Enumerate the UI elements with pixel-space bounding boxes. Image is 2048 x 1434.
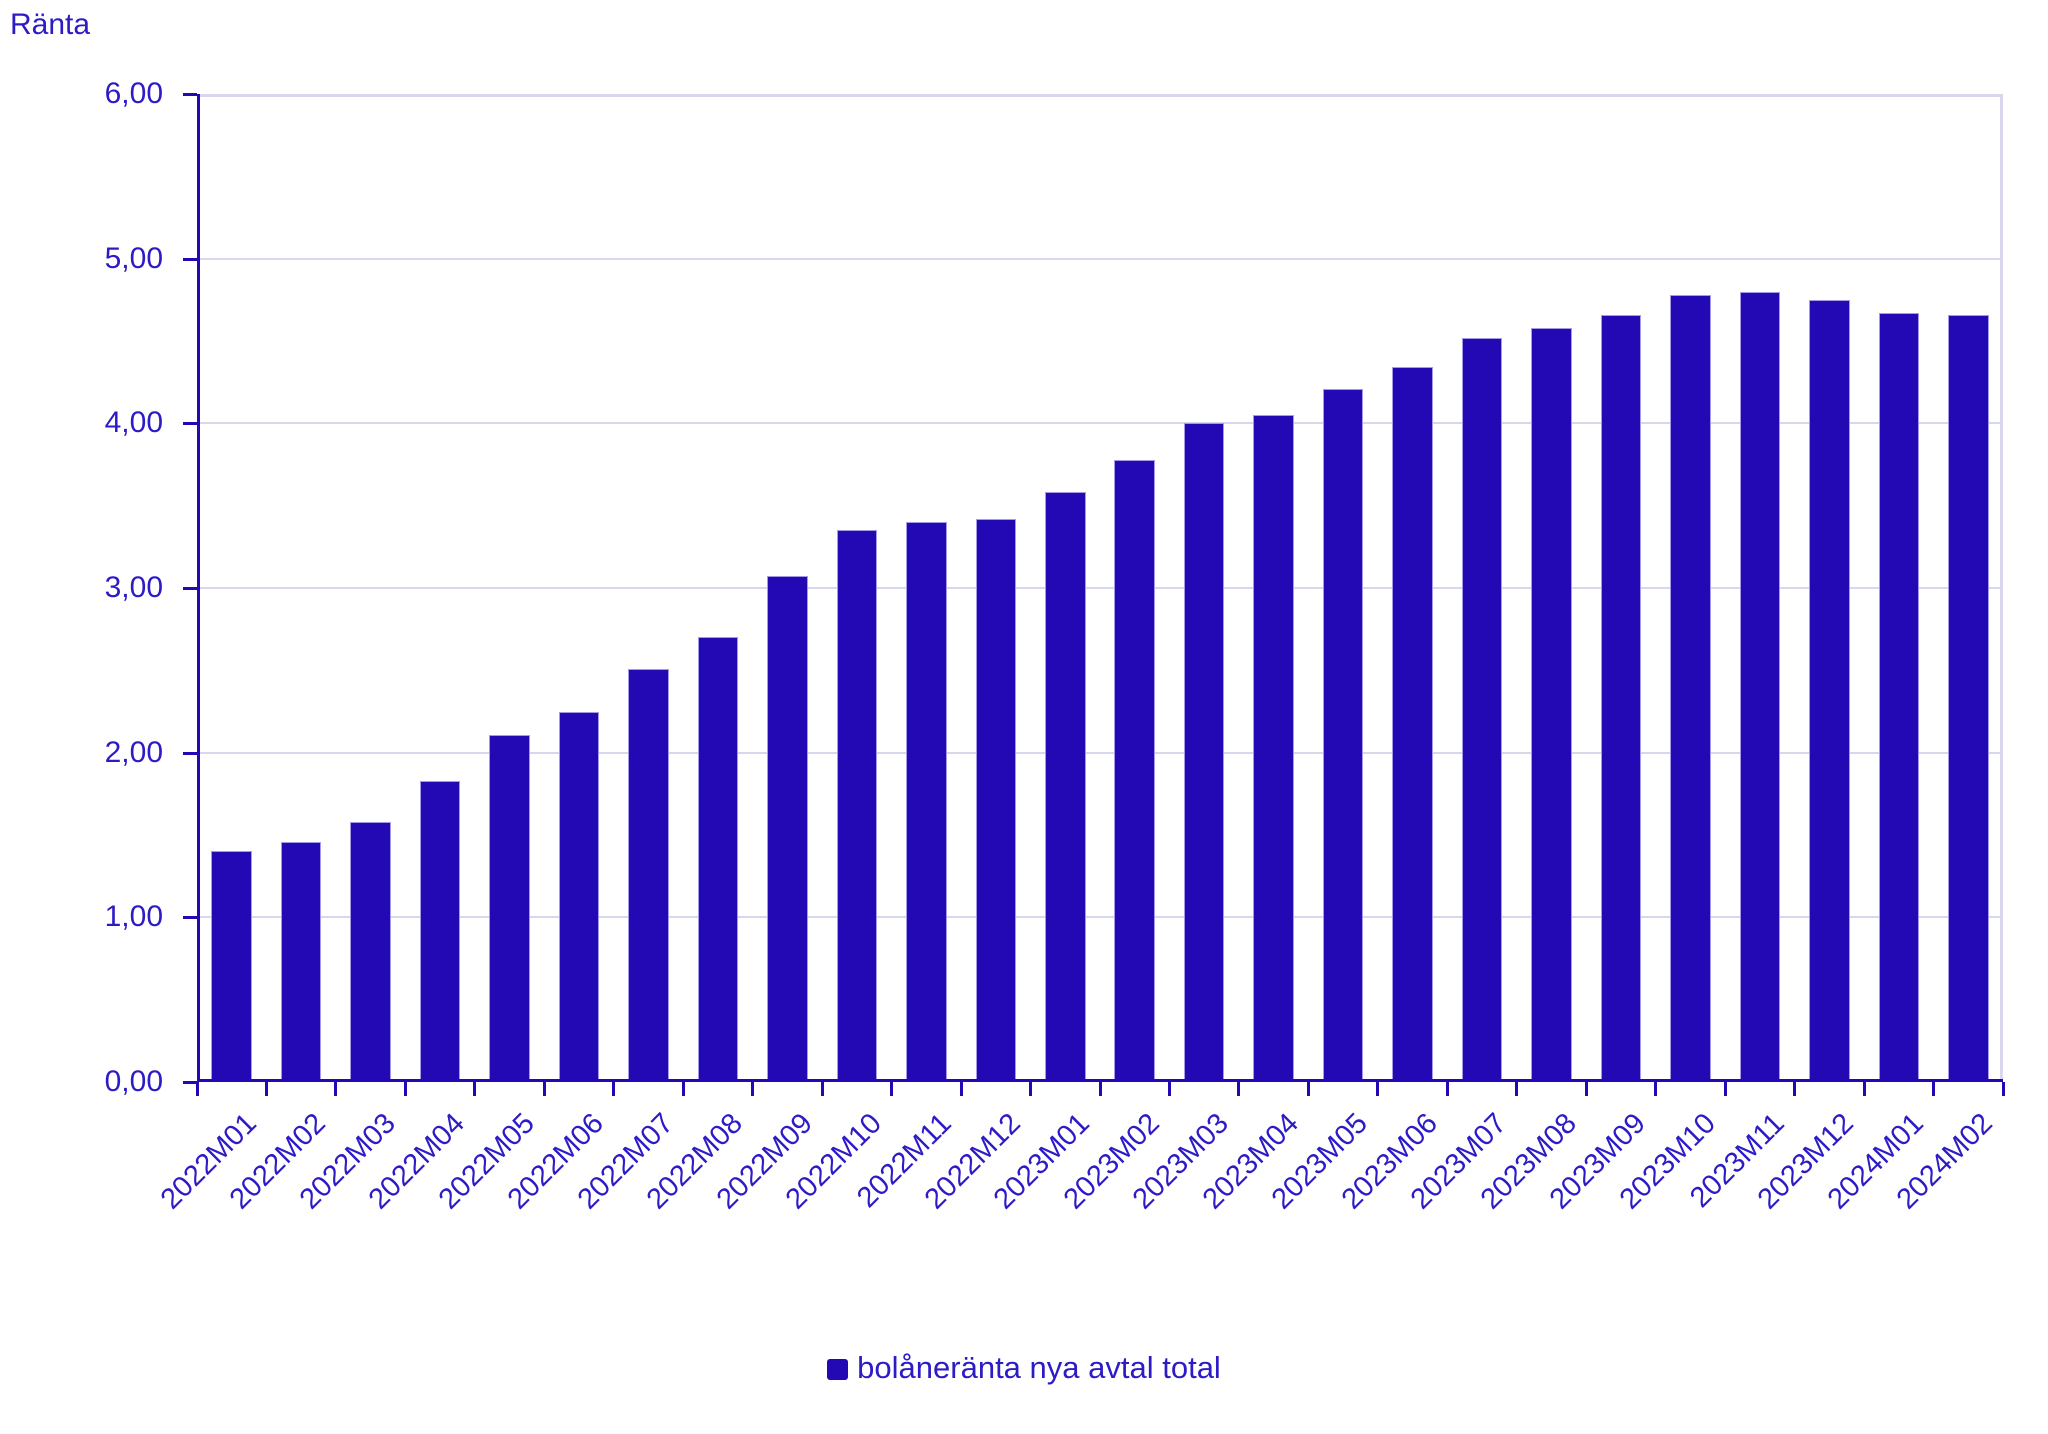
y-axis-tick-label: 2,00 <box>104 735 163 769</box>
bar[interactable] <box>975 518 1017 1082</box>
bar[interactable] <box>1114 459 1155 1082</box>
gridline <box>197 422 2003 425</box>
bar[interactable] <box>1253 415 1294 1082</box>
y-axis-tick-label: 1,00 <box>104 900 163 934</box>
x-tick <box>751 1082 755 1096</box>
bar[interactable] <box>489 734 530 1082</box>
x-tick <box>820 1082 824 1096</box>
bar[interactable] <box>350 821 391 1082</box>
y-axis-tick-label: 5,00 <box>104 241 163 275</box>
x-tick <box>195 1082 199 1096</box>
x-tick <box>264 1082 268 1096</box>
y-tick <box>183 587 197 590</box>
x-axis-line <box>197 1079 2003 1082</box>
y-tick <box>183 751 197 755</box>
x-tick <box>1793 1082 1797 1096</box>
legend: bolåneränta nya avtal total <box>0 1350 2048 1386</box>
bar[interactable] <box>558 711 600 1082</box>
bar[interactable] <box>906 522 947 1082</box>
bar[interactable] <box>280 841 322 1082</box>
bar[interactable] <box>767 576 808 1082</box>
y-axis-line <box>197 94 200 1082</box>
bar[interactable] <box>1183 423 1225 1082</box>
plot-border-top <box>197 94 2003 97</box>
plot-area <box>197 94 2003 1082</box>
x-tick <box>473 1082 477 1096</box>
bar[interactable] <box>1948 314 1989 1082</box>
bar[interactable] <box>1531 327 1572 1082</box>
legend-marker <box>827 1359 849 1380</box>
x-tick <box>1098 1082 1102 1096</box>
x-tick <box>1584 1082 1588 1096</box>
y-axis-tick-label: 0,00 <box>104 1065 163 1098</box>
x-tick <box>1029 1082 1033 1096</box>
bar[interactable] <box>836 530 878 1082</box>
bar[interactable] <box>1878 313 1920 1082</box>
bar[interactable] <box>211 851 252 1082</box>
bar[interactable] <box>1739 291 1781 1082</box>
x-tick <box>403 1082 407 1096</box>
x-tick <box>612 1082 616 1096</box>
bar[interactable] <box>419 780 461 1082</box>
bar[interactable] <box>1392 367 1433 1082</box>
y-tick <box>183 422 197 426</box>
y-tick <box>183 257 197 261</box>
x-tick <box>2001 1082 2005 1096</box>
x-tick <box>1515 1082 1519 1096</box>
gridline <box>197 587 2003 589</box>
y-tick <box>183 1081 197 1084</box>
plot-border-right <box>2000 94 2003 1082</box>
bar[interactable] <box>1322 388 1364 1082</box>
legend-label: bolåneränta nya avtal total <box>857 1350 1221 1385</box>
bar[interactable] <box>628 668 669 1082</box>
x-tick <box>1932 1082 1936 1096</box>
x-tick <box>1445 1082 1449 1096</box>
gridline <box>197 916 2003 919</box>
x-tick <box>1306 1082 1310 1096</box>
x-tick <box>542 1082 546 1096</box>
y-axis-tick-label: 3,00 <box>104 571 163 604</box>
bar[interactable] <box>1045 492 1086 1082</box>
y-axis-tick-label: 4,00 <box>104 406 163 440</box>
x-tick <box>1167 1082 1171 1096</box>
y-tick <box>183 93 197 96</box>
gridline <box>197 257 2003 260</box>
y-tick <box>183 916 197 920</box>
chart-title: Ränta <box>10 8 91 41</box>
bar[interactable] <box>1600 314 1642 1082</box>
x-tick <box>1862 1082 1866 1096</box>
bar[interactable] <box>697 637 739 1082</box>
bar[interactable] <box>1670 294 1711 1082</box>
x-tick <box>1723 1082 1727 1096</box>
x-tick <box>334 1082 338 1096</box>
bar[interactable] <box>1461 337 1503 1082</box>
x-tick <box>1654 1082 1658 1096</box>
x-tick <box>1376 1082 1380 1096</box>
gridline <box>197 751 2003 754</box>
x-tick <box>1237 1082 1241 1096</box>
x-tick <box>890 1082 894 1096</box>
y-axis-tick-label: 6,00 <box>104 77 163 110</box>
x-tick <box>959 1082 963 1096</box>
bar[interactable] <box>1809 299 1850 1082</box>
x-tick <box>681 1082 685 1096</box>
